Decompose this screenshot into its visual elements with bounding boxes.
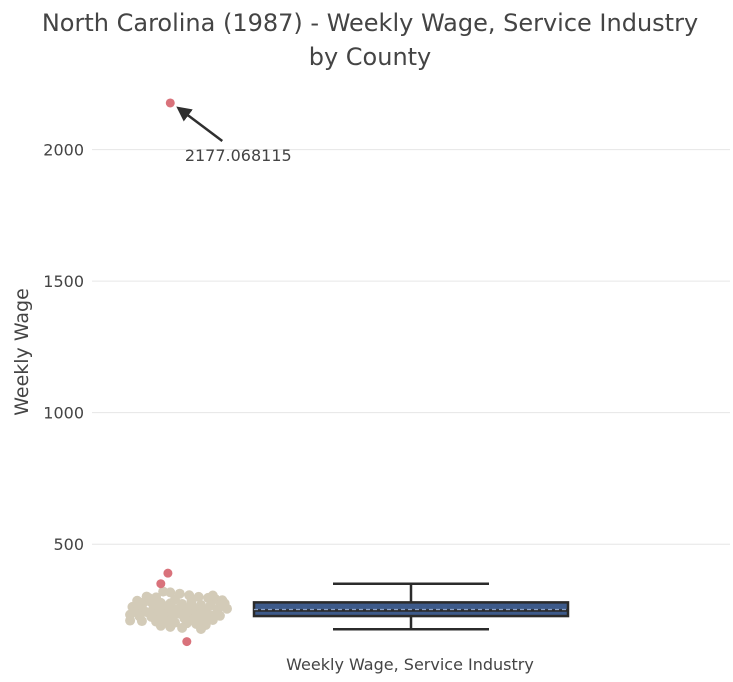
annotation-arrow bbox=[176, 106, 224, 142]
annotation-label: 2177.068115 bbox=[185, 146, 292, 165]
data-point bbox=[153, 601, 164, 612]
chart-title-line-1: North Carolina (1987) - Weekly Wage, Ser… bbox=[42, 9, 698, 37]
y-tick-label: 2000 bbox=[43, 141, 84, 160]
outlier-point bbox=[156, 579, 166, 589]
y-axis-title: Weekly Wage bbox=[11, 288, 33, 416]
data-point bbox=[132, 599, 143, 610]
data-point bbox=[186, 595, 197, 606]
outlier-points bbox=[156, 98, 192, 647]
chart-title-line-2: by County bbox=[309, 43, 432, 71]
outlier-point bbox=[163, 568, 173, 578]
outlier-point bbox=[165, 98, 175, 108]
data-point bbox=[165, 587, 176, 598]
y-tick-label: 1000 bbox=[43, 404, 84, 423]
data-point bbox=[207, 590, 218, 601]
y-tick-label: 1500 bbox=[43, 272, 84, 291]
data-point bbox=[144, 593, 154, 604]
outlier-point bbox=[182, 637, 192, 647]
y-tick-label: 500 bbox=[53, 535, 84, 554]
y-tick-labels: 500 1000 1500 2000 bbox=[43, 141, 84, 555]
data-point bbox=[155, 620, 166, 631]
x-category-label: Weekly Wage, Service Industry bbox=[286, 655, 534, 674]
data-point bbox=[167, 606, 178, 617]
data-point bbox=[136, 616, 147, 627]
data-point bbox=[196, 623, 206, 634]
data-point bbox=[170, 594, 180, 605]
data-point bbox=[125, 609, 136, 620]
data-point bbox=[177, 622, 188, 633]
data-point bbox=[165, 621, 176, 632]
box-glyph bbox=[252, 582, 570, 631]
y-gridlines bbox=[92, 149, 730, 545]
data-point bbox=[222, 603, 232, 614]
data-point bbox=[207, 615, 218, 626]
data-points bbox=[125, 586, 232, 634]
